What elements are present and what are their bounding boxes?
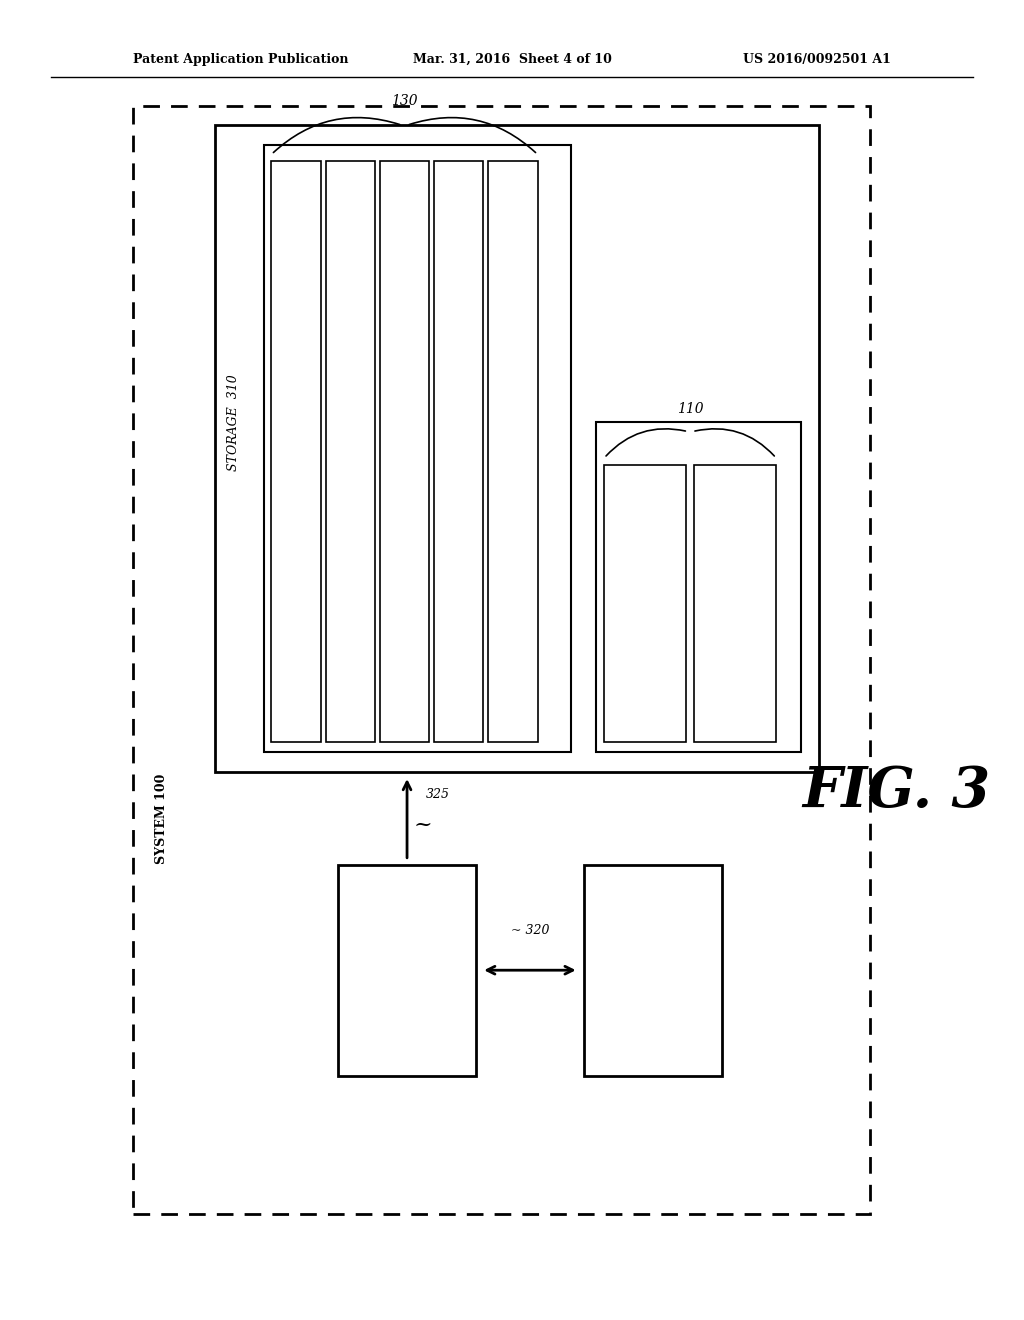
Bar <box>133 106 870 1214</box>
Bar <box>584 865 722 1076</box>
Text: STORAGE  310: STORAGE 310 <box>227 374 240 471</box>
Text: STATISITICAL & PREDICTIVE
ANALYTIC ENGINE 134: STATISITICAL & PREDICTIVE ANALYTIC ENGIN… <box>451 387 467 516</box>
Bar <box>271 161 321 742</box>
Bar <box>596 422 801 752</box>
Text: ~ 320: ~ 320 <box>511 924 549 937</box>
Text: LOGIC ENGINE 133: LOGIC ENGINE 133 <box>346 408 354 495</box>
Bar <box>434 161 483 742</box>
Bar <box>338 865 476 1076</box>
Text: INTUITION LOGIC
ENGINE 112: INTUITION LOGIC ENGINE 112 <box>726 560 744 647</box>
Text: 130: 130 <box>391 94 418 108</box>
Text: Patent Application Publication: Patent Application Publication <box>133 53 348 66</box>
Bar <box>488 161 538 742</box>
Text: SUFFICIENCY & CONFIDENCE
GENERATOR 132: SUFFICIENCY & CONFIDENCE GENERATOR 132 <box>396 383 413 520</box>
Text: FIG. 3: FIG. 3 <box>802 764 990 820</box>
Text: 110: 110 <box>677 401 703 416</box>
Text: SYSTEM 100: SYSTEM 100 <box>156 774 168 863</box>
Bar <box>264 145 571 752</box>
Text: US 2016/0092501 A1: US 2016/0092501 A1 <box>743 53 891 66</box>
Bar <box>326 161 375 742</box>
Text: PROCESSOR(S)
300: PROCESSOR(S) 300 <box>396 925 418 1015</box>
Bar <box>694 465 776 742</box>
Text: INTELLIGENCE CONVERTERS
135: INTELLIGENCE CONVERTERS 135 <box>505 384 521 519</box>
Text: MAPPING EDITOR 131: MAPPING EDITOR 131 <box>292 401 300 502</box>
Text: COMMUNICATION
INTERFACE
301: COMMUNICATION INTERFACE 301 <box>638 919 668 1022</box>
Bar <box>604 465 686 742</box>
Text: INTUITION
GENERATOR 111: INTUITION GENERATOR 111 <box>636 562 654 644</box>
Bar <box>215 125 819 772</box>
Text: ~: ~ <box>414 814 432 836</box>
Bar <box>380 161 429 742</box>
Text: Mar. 31, 2016  Sheet 4 of 10: Mar. 31, 2016 Sheet 4 of 10 <box>413 53 611 66</box>
Text: 325: 325 <box>426 788 450 801</box>
